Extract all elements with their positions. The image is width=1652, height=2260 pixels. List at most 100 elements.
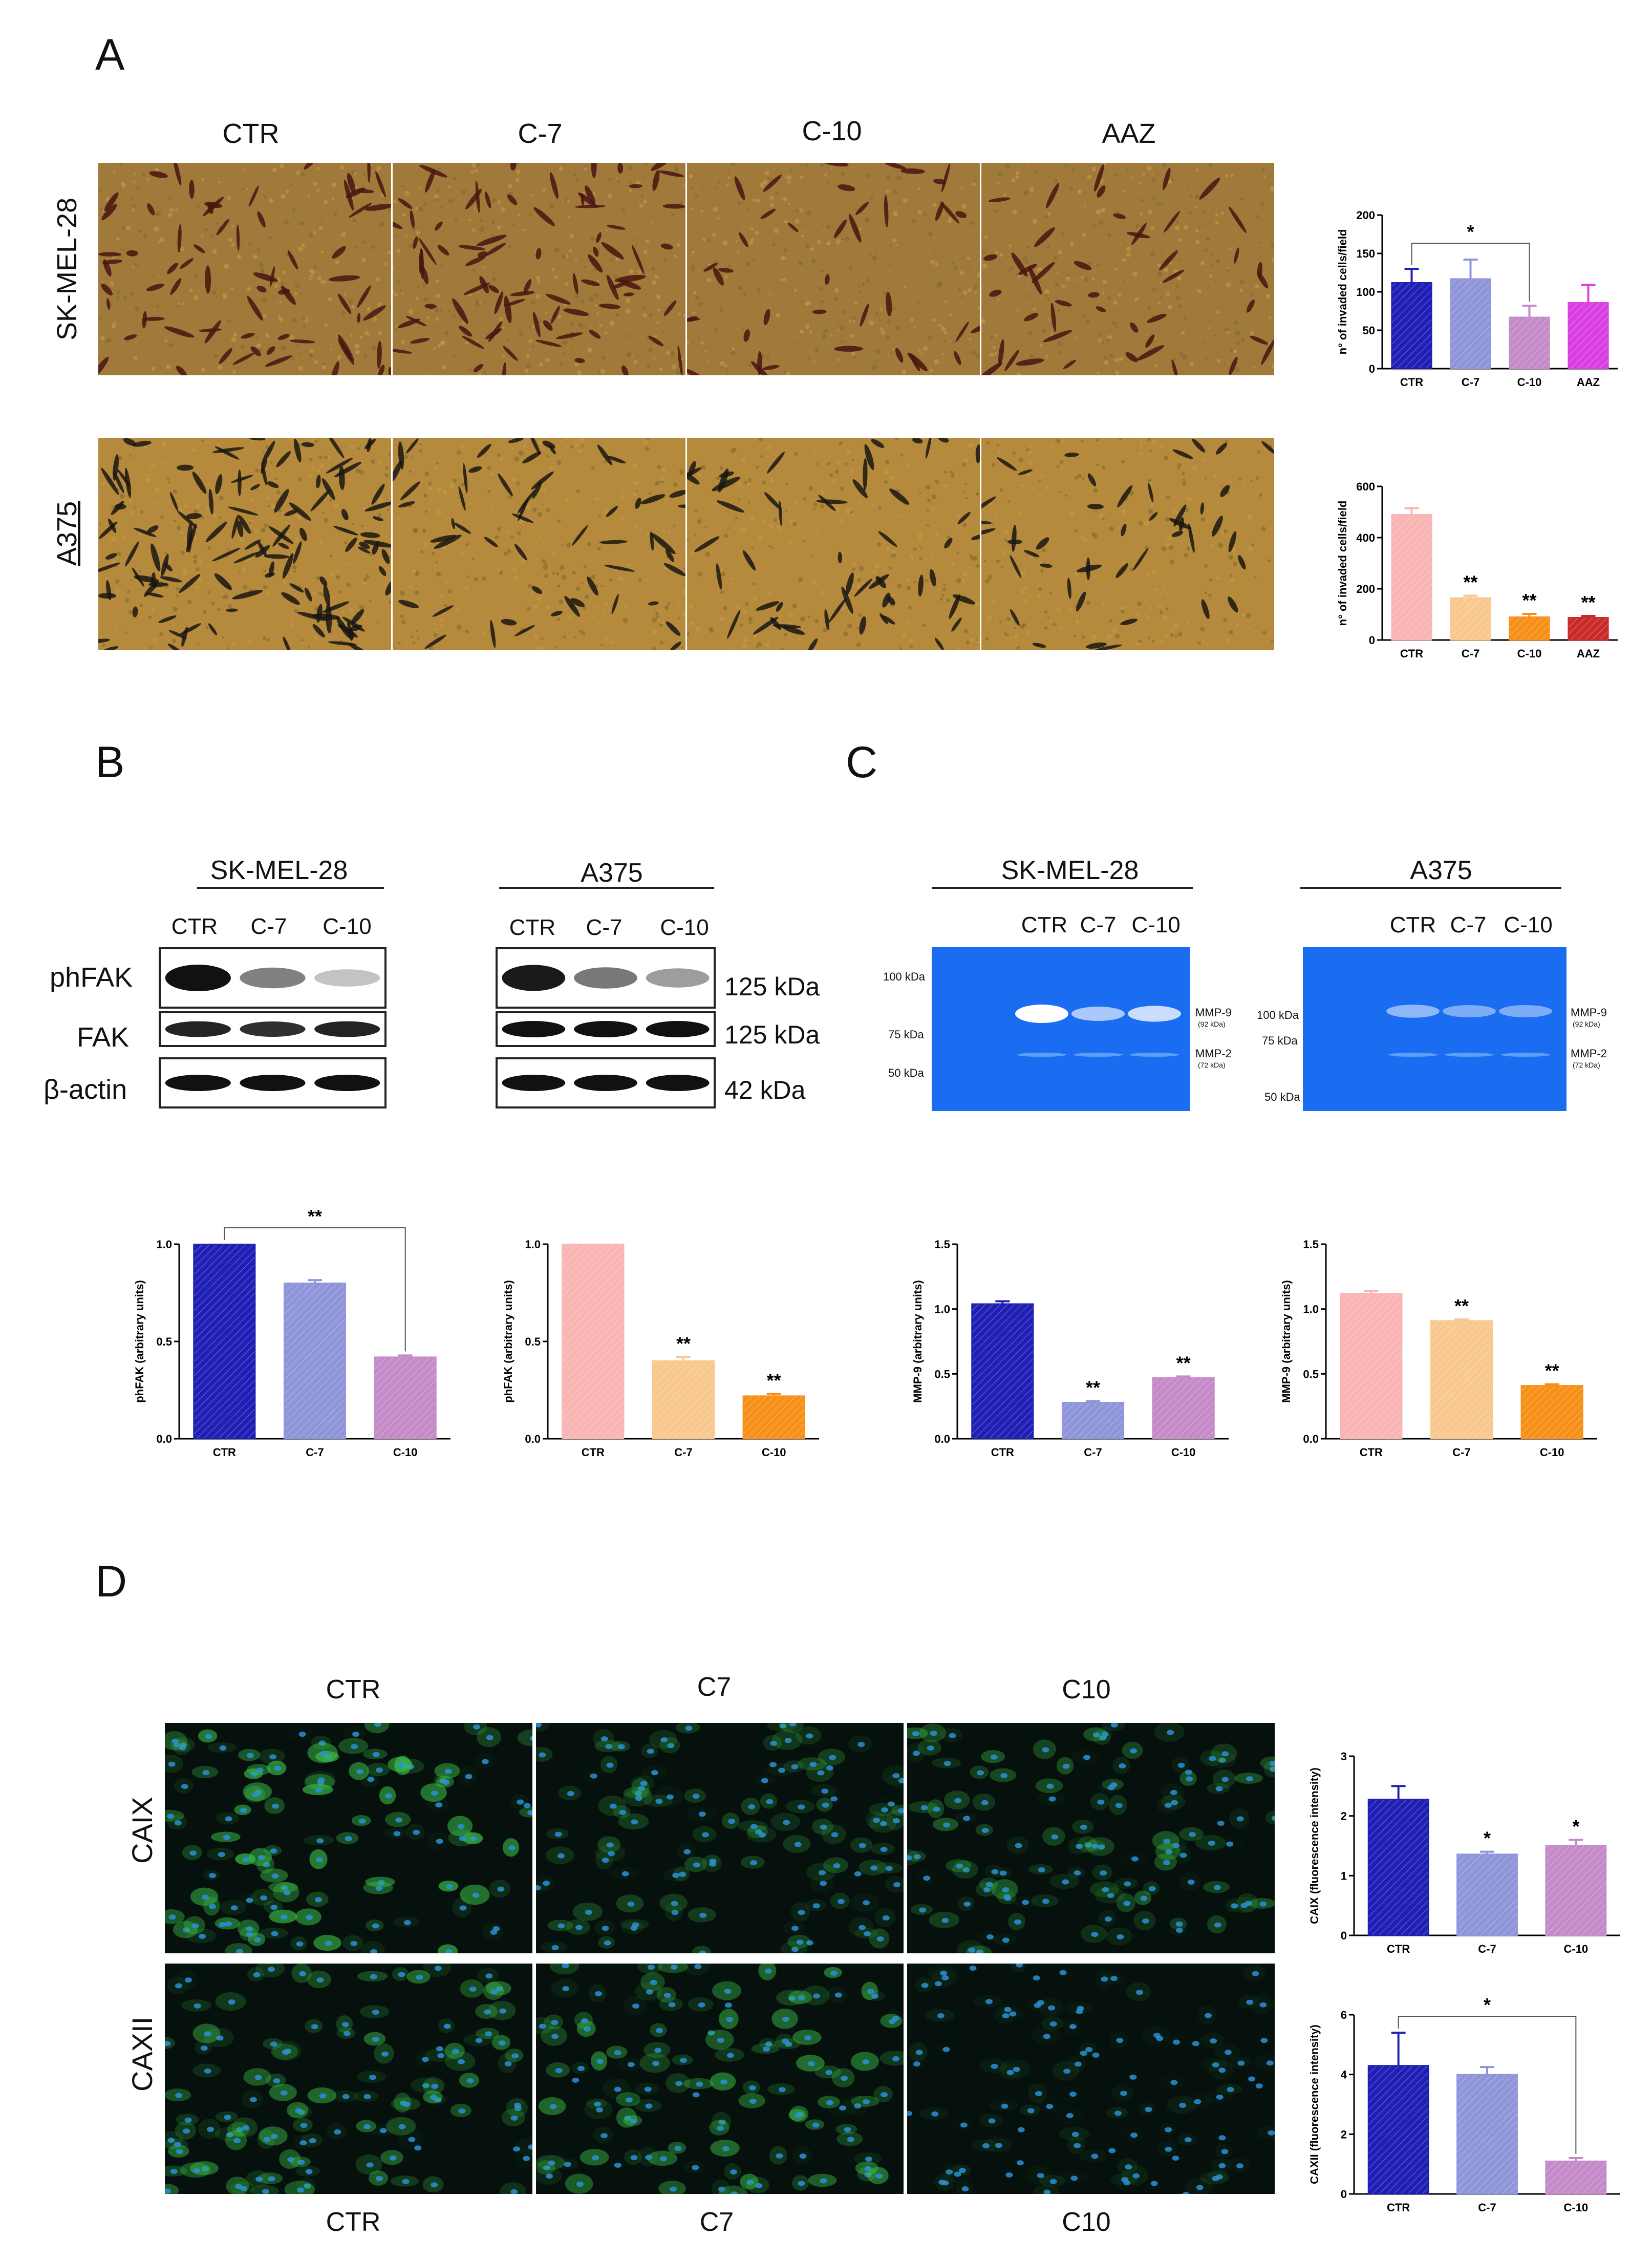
y-tick-label: 150 bbox=[1356, 247, 1375, 260]
y-axis-label: MMP-9 (arbitrary units) bbox=[911, 1280, 924, 1403]
significance-bracket bbox=[224, 1227, 406, 1352]
x-tick-label: C-7 bbox=[1478, 2201, 1496, 2214]
x-tick-label: C-10 bbox=[1563, 2201, 1588, 2214]
c-a375-marker-50: 50 kDa bbox=[1264, 1091, 1300, 1103]
y-tick-label: 200 bbox=[1356, 209, 1375, 222]
d-col-c7-top: C7 bbox=[697, 1672, 732, 1702]
significance-bracket bbox=[1398, 2016, 1577, 2154]
y-tick-label: 0.0 bbox=[1303, 1433, 1319, 1445]
c-title-a375: A375 bbox=[1410, 856, 1472, 885]
y-tick-label: 1.0 bbox=[1303, 1303, 1319, 1316]
c-a375-marker-75: 75 kDa bbox=[1262, 1034, 1298, 1047]
invasion-image bbox=[687, 438, 980, 650]
c-a375-lane-c7: C-7 bbox=[1450, 912, 1487, 937]
x-tick-label: CTR bbox=[582, 1446, 605, 1459]
y-tick-label: 1.0 bbox=[525, 1238, 541, 1251]
significance-mark: ** bbox=[767, 1370, 781, 1391]
bar-ctr bbox=[193, 1244, 256, 1439]
x-tick-label: C-7 bbox=[1084, 1446, 1102, 1459]
x-tick-label: C-10 bbox=[1540, 1446, 1564, 1459]
fluorescence-image bbox=[536, 1723, 904, 1953]
d-row-caxii: CAXII bbox=[126, 2016, 158, 2092]
x-tick-label: C-7 bbox=[1462, 647, 1479, 660]
y-tick-label: 0 bbox=[1369, 634, 1375, 647]
y-axis-label: CAXII (fluorescence intensity) bbox=[1308, 2024, 1321, 2184]
x-tick-label: CTR bbox=[1400, 647, 1423, 660]
significance-mark: ** bbox=[676, 1333, 691, 1354]
bar-ctr bbox=[1367, 1799, 1429, 1936]
chart-c-a375-mmp9: 0.0 0.5 1.0 1.5 MMP-9 (arbitrary units) CTR C-… bbox=[1280, 1238, 1597, 1459]
b-label-bactin: β-actin bbox=[44, 1074, 127, 1105]
bar-ctr bbox=[562, 1244, 625, 1439]
y-tick-label: 100 bbox=[1356, 286, 1375, 299]
bar-c-7 bbox=[1456, 1853, 1518, 1936]
b-title-a375: A375 bbox=[581, 858, 643, 888]
x-tick-label: C-10 bbox=[762, 1446, 786, 1459]
b-underline-skmel28 bbox=[197, 887, 384, 889]
x-tick-label: C-10 bbox=[1171, 1446, 1196, 1459]
blot-strip bbox=[159, 1011, 387, 1047]
x-tick-label: C-7 bbox=[1462, 376, 1479, 389]
bar-c-10 bbox=[1545, 1845, 1607, 1936]
panel-letter-d: D bbox=[95, 1557, 127, 1606]
blot-strip bbox=[496, 947, 716, 1009]
bar-ctr bbox=[971, 1303, 1034, 1440]
y-tick-label: 0.0 bbox=[525, 1433, 541, 1445]
fluorescence-image bbox=[165, 1964, 532, 2194]
y-tick-label: 0.0 bbox=[934, 1433, 950, 1445]
y-tick-label: 1.0 bbox=[156, 1238, 172, 1251]
bar-c-10 bbox=[742, 1395, 805, 1439]
c-a375-mmp2-sub: (72 kDa) bbox=[1573, 1061, 1600, 1069]
b-sk-lane-ctr: CTR bbox=[171, 914, 218, 939]
y-axis-label: phFAK (arbitrary units) bbox=[133, 1280, 146, 1403]
bar-c-10 bbox=[1509, 316, 1550, 369]
fluorescence-image bbox=[536, 1964, 904, 2194]
x-tick-label: C-10 bbox=[1517, 647, 1542, 660]
y-tick-label: 0 bbox=[1341, 1929, 1347, 1942]
x-tick-label: C-7 bbox=[306, 1446, 324, 1459]
y-tick-label: 400 bbox=[1356, 531, 1375, 544]
bar-aaz bbox=[1568, 617, 1609, 641]
panel-letter-b: B bbox=[95, 738, 125, 787]
a-col-aaz: AAZ bbox=[1102, 118, 1156, 149]
x-tick-label: C-10 bbox=[1517, 376, 1542, 389]
bar-c-7 bbox=[652, 1360, 715, 1439]
b-label-fak: FAK bbox=[77, 1022, 130, 1053]
blot-strip bbox=[159, 1057, 387, 1108]
b-underline-a375 bbox=[499, 887, 714, 889]
y-tick-label: 1.0 bbox=[934, 1303, 950, 1316]
a-col-c10: C-10 bbox=[802, 116, 862, 146]
d-col-c7-bottom: C7 bbox=[699, 2207, 734, 2237]
c-a375-mmp9-label: MMP-9 bbox=[1571, 1006, 1607, 1019]
bar-c-7 bbox=[1430, 1320, 1493, 1440]
y-tick-label: 0 bbox=[1341, 2188, 1347, 2201]
x-tick-label: CTR bbox=[1387, 1943, 1410, 1955]
c-sk-marker-75: 75 kDa bbox=[888, 1028, 924, 1041]
invasion-image bbox=[98, 163, 391, 375]
a-row-a375: A375 bbox=[52, 501, 82, 566]
d-col-ctr-top: CTR bbox=[326, 1675, 381, 1704]
invasion-image bbox=[98, 438, 391, 650]
chart-a-a375-invasion: 0 200 400 600 n° of invaded cells/field CTR C-… bbox=[1336, 480, 1618, 660]
zymography-gel-a375 bbox=[1303, 947, 1567, 1111]
y-tick-label: 0.0 bbox=[156, 1433, 172, 1445]
y-tick-label: 4 bbox=[1341, 2069, 1347, 2081]
x-tick-label: CTR bbox=[1360, 1446, 1383, 1459]
chart-c-skmel28-mmp9: 0.0 0.5 1.0 1.5 MMP-9 (arbitrary units) CTR C-… bbox=[911, 1238, 1229, 1459]
x-tick-label: C-10 bbox=[1563, 1943, 1588, 1955]
significance-mark: ** bbox=[1454, 1295, 1469, 1316]
bar-ctr bbox=[1367, 2065, 1429, 2194]
significance-mark: * bbox=[1484, 1828, 1491, 1849]
bar-c-10 bbox=[1520, 1385, 1583, 1439]
blot-strip bbox=[159, 947, 387, 1009]
x-tick-label: C-7 bbox=[674, 1446, 692, 1459]
a-col-c7: C-7 bbox=[518, 118, 563, 149]
panel-letter-a: A bbox=[95, 30, 125, 79]
significance-mark: ** bbox=[1581, 592, 1595, 613]
c-sk-mmp9-label: MMP-9 bbox=[1195, 1006, 1232, 1019]
chart-b-a375-phfak: 0.0 0.5 1.0 phFAK (arbitrary units) CTR C-7 **… bbox=[502, 1238, 819, 1459]
invasion-image bbox=[393, 163, 685, 375]
bar-c-10 bbox=[1152, 1377, 1215, 1439]
chart-d-caix: 0 1 2 3 CAIX (fluorescence intensity) CTR C-7 *… bbox=[1308, 1750, 1620, 1955]
c-sk-lane-ctr: CTR bbox=[1021, 912, 1068, 937]
